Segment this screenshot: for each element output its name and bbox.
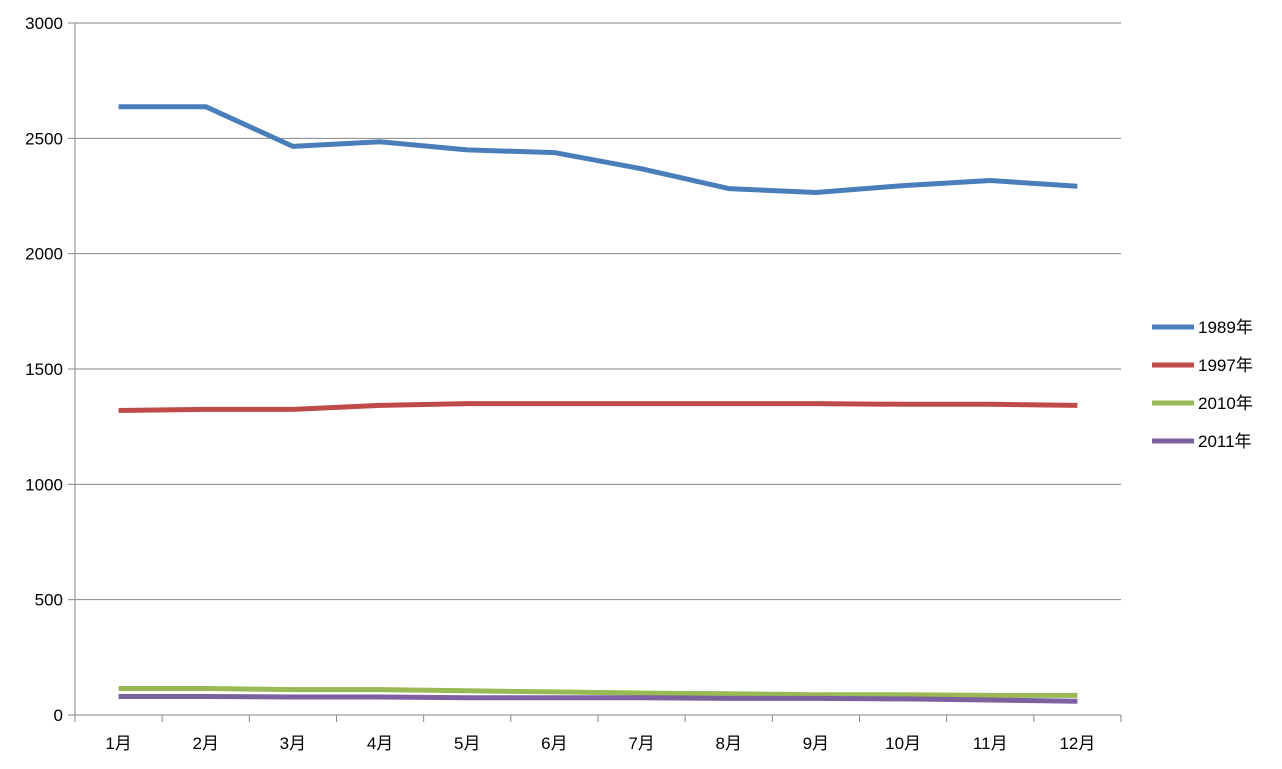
series-line-1989年 [118,104,1078,195]
series-line-2010年 [118,686,1078,698]
y-tick-label: 0 [54,706,63,725]
y-tick-label: 500 [35,591,63,610]
y-tick-label: 1000 [25,475,63,494]
series-line-1997年 [118,401,1078,413]
series-line-2011年 [118,694,1078,704]
x-tick-label: 3月 [280,734,306,753]
legend-label: 2010年 [1198,394,1253,413]
legend: 1989年 1997年 2010年 2011年 [1152,318,1253,451]
legend-label: 1997年 [1198,356,1253,375]
x-tick-label: 6月 [541,734,567,753]
legend-item: 1997年 [1152,356,1253,375]
x-tick-label: 8月 [716,734,742,753]
y-axis-tick-labels: 0 500 1000 1500 2000 2500 3000 [25,14,63,725]
gridlines [75,22,1121,601]
x-tick-label: 11月 [973,734,1008,753]
x-tick-label: 10月 [885,734,921,753]
x-tick-label: 7月 [628,734,654,753]
x-tick-label: 2月 [193,734,219,753]
y-tick-label: 2000 [25,245,63,264]
x-axis-tick-labels: 1月 2月 3月 4月 5月 6月 7月 8月 9月 10月 11月 12月 [105,734,1095,753]
legend-label: 1989年 [1198,318,1253,337]
legend-item: 2011年 [1152,432,1252,451]
legend-item: 1989年 [1152,318,1253,337]
series-lines [118,104,1078,704]
x-tick-label: 9月 [803,734,829,753]
x-tick-label: 4月 [367,734,393,753]
axes [68,22,1122,722]
y-tick-label: 1500 [25,360,63,379]
legend-label: 2011年 [1198,432,1252,451]
x-tick-label: 5月 [454,734,480,753]
x-tick-label: 12月 [1059,734,1095,753]
y-tick-label: 2500 [25,129,63,148]
y-tick-label: 3000 [25,14,63,33]
legend-item: 2010年 [1152,394,1253,413]
x-tick-label: 1月 [105,734,131,753]
